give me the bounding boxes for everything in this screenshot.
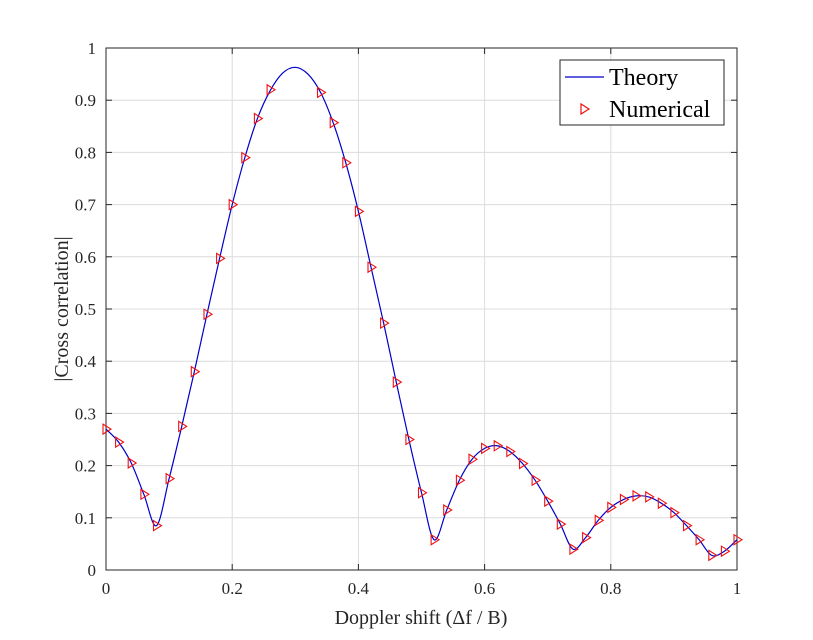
numerical-data-point xyxy=(380,317,390,330)
x-tick-label: 0.6 xyxy=(474,579,495,598)
numerical-data-point xyxy=(392,376,403,389)
numerical-data-point xyxy=(455,474,466,487)
numerical-data-point xyxy=(405,433,415,446)
numerical-data-point xyxy=(316,86,327,99)
numerical-data-point xyxy=(481,442,491,455)
numerical-data-point xyxy=(607,501,617,514)
numerical-data-point xyxy=(367,261,378,274)
numerical-data-point xyxy=(682,519,693,532)
x-axis-label: Doppler shift (Δf / B) xyxy=(335,607,508,629)
numerical-data-point xyxy=(115,436,125,449)
numerical-data-point xyxy=(216,252,226,265)
numerical-data-point xyxy=(329,116,340,129)
y-tick-label: 0.2 xyxy=(75,457,96,476)
numerical-data-point xyxy=(241,151,251,164)
numerical-data-point xyxy=(619,493,630,506)
numerical-data-point xyxy=(556,518,567,531)
x-tick-label: 0 xyxy=(102,579,111,598)
numerical-data-point xyxy=(531,474,542,487)
numerical-data-point xyxy=(140,488,150,501)
numerical-data-point xyxy=(417,486,428,499)
numerical-data-point xyxy=(354,205,365,218)
theory-series-line xyxy=(105,66,738,557)
numerical-data-point xyxy=(657,497,668,510)
numerical-data-point xyxy=(670,506,680,519)
x-tick-label: 0.4 xyxy=(348,579,370,598)
numerical-data-point xyxy=(733,533,744,546)
numerical-data-point xyxy=(632,489,643,502)
numerical-data-point xyxy=(695,533,706,546)
numerical-data-point xyxy=(708,549,718,562)
y-tick-label: 0 xyxy=(88,561,97,580)
y-tick-label: 0.9 xyxy=(75,91,96,110)
x-tick-label: 0.2 xyxy=(222,579,243,598)
numerical-data-point xyxy=(594,514,605,527)
numerical-data-point xyxy=(190,365,201,378)
numerical-data-point xyxy=(582,531,592,544)
numerical-data-point xyxy=(518,457,529,470)
y-tick-label: 0.5 xyxy=(75,300,96,319)
legend-theory-label: Theory xyxy=(609,65,678,91)
numerical-data-point xyxy=(253,112,264,125)
axis-ticks: 0 0.2 0.4 0.6 0.8 1 0 0.1 0.2 0.3 0.4 0.5 0.6 0.7 0.8 0… xyxy=(75,39,742,598)
y-tick-label: 0.1 xyxy=(75,509,96,528)
numerical-data-point xyxy=(493,439,504,452)
legend-box xyxy=(559,59,725,126)
numerical-data-point xyxy=(342,156,352,169)
numerical-data-point xyxy=(228,198,239,211)
numerical-data-point xyxy=(127,457,138,469)
y-tick-label: 1 xyxy=(88,39,97,58)
numerical-data-point xyxy=(506,445,516,458)
y-tick-label: 0.7 xyxy=(75,196,97,215)
x-tick-label: 1 xyxy=(733,579,742,598)
numerical-data-point xyxy=(152,519,163,532)
legend: Theory Numerical xyxy=(559,59,725,126)
legend-numerical-marker xyxy=(580,102,591,116)
y-axis-label: |Cross correlation| xyxy=(51,236,73,381)
y-tick-label: 0.6 xyxy=(75,248,96,267)
numerical-data-point xyxy=(468,453,479,466)
numerical-data-point xyxy=(266,83,277,96)
series-layer xyxy=(102,66,744,562)
y-tick-label: 0.8 xyxy=(75,143,96,162)
grid xyxy=(106,48,737,570)
numerical-data-point xyxy=(102,423,113,436)
numerical-data-point xyxy=(544,495,554,508)
numerical-data-point xyxy=(203,308,214,321)
numerical-data-point xyxy=(430,533,441,546)
numerical-data-point xyxy=(645,490,655,503)
numerical-data-point xyxy=(443,504,453,516)
y-tick-label: 0.4 xyxy=(75,352,97,371)
x-tick-label: 0.8 xyxy=(600,579,621,598)
numerical-data-point xyxy=(569,543,579,556)
legend-numerical-label: Numerical xyxy=(609,97,711,123)
numerical-data-point xyxy=(720,545,731,558)
y-tick-label: 0.3 xyxy=(75,404,96,423)
numerical-data-point xyxy=(178,420,188,433)
numerical-data-point xyxy=(165,472,176,485)
